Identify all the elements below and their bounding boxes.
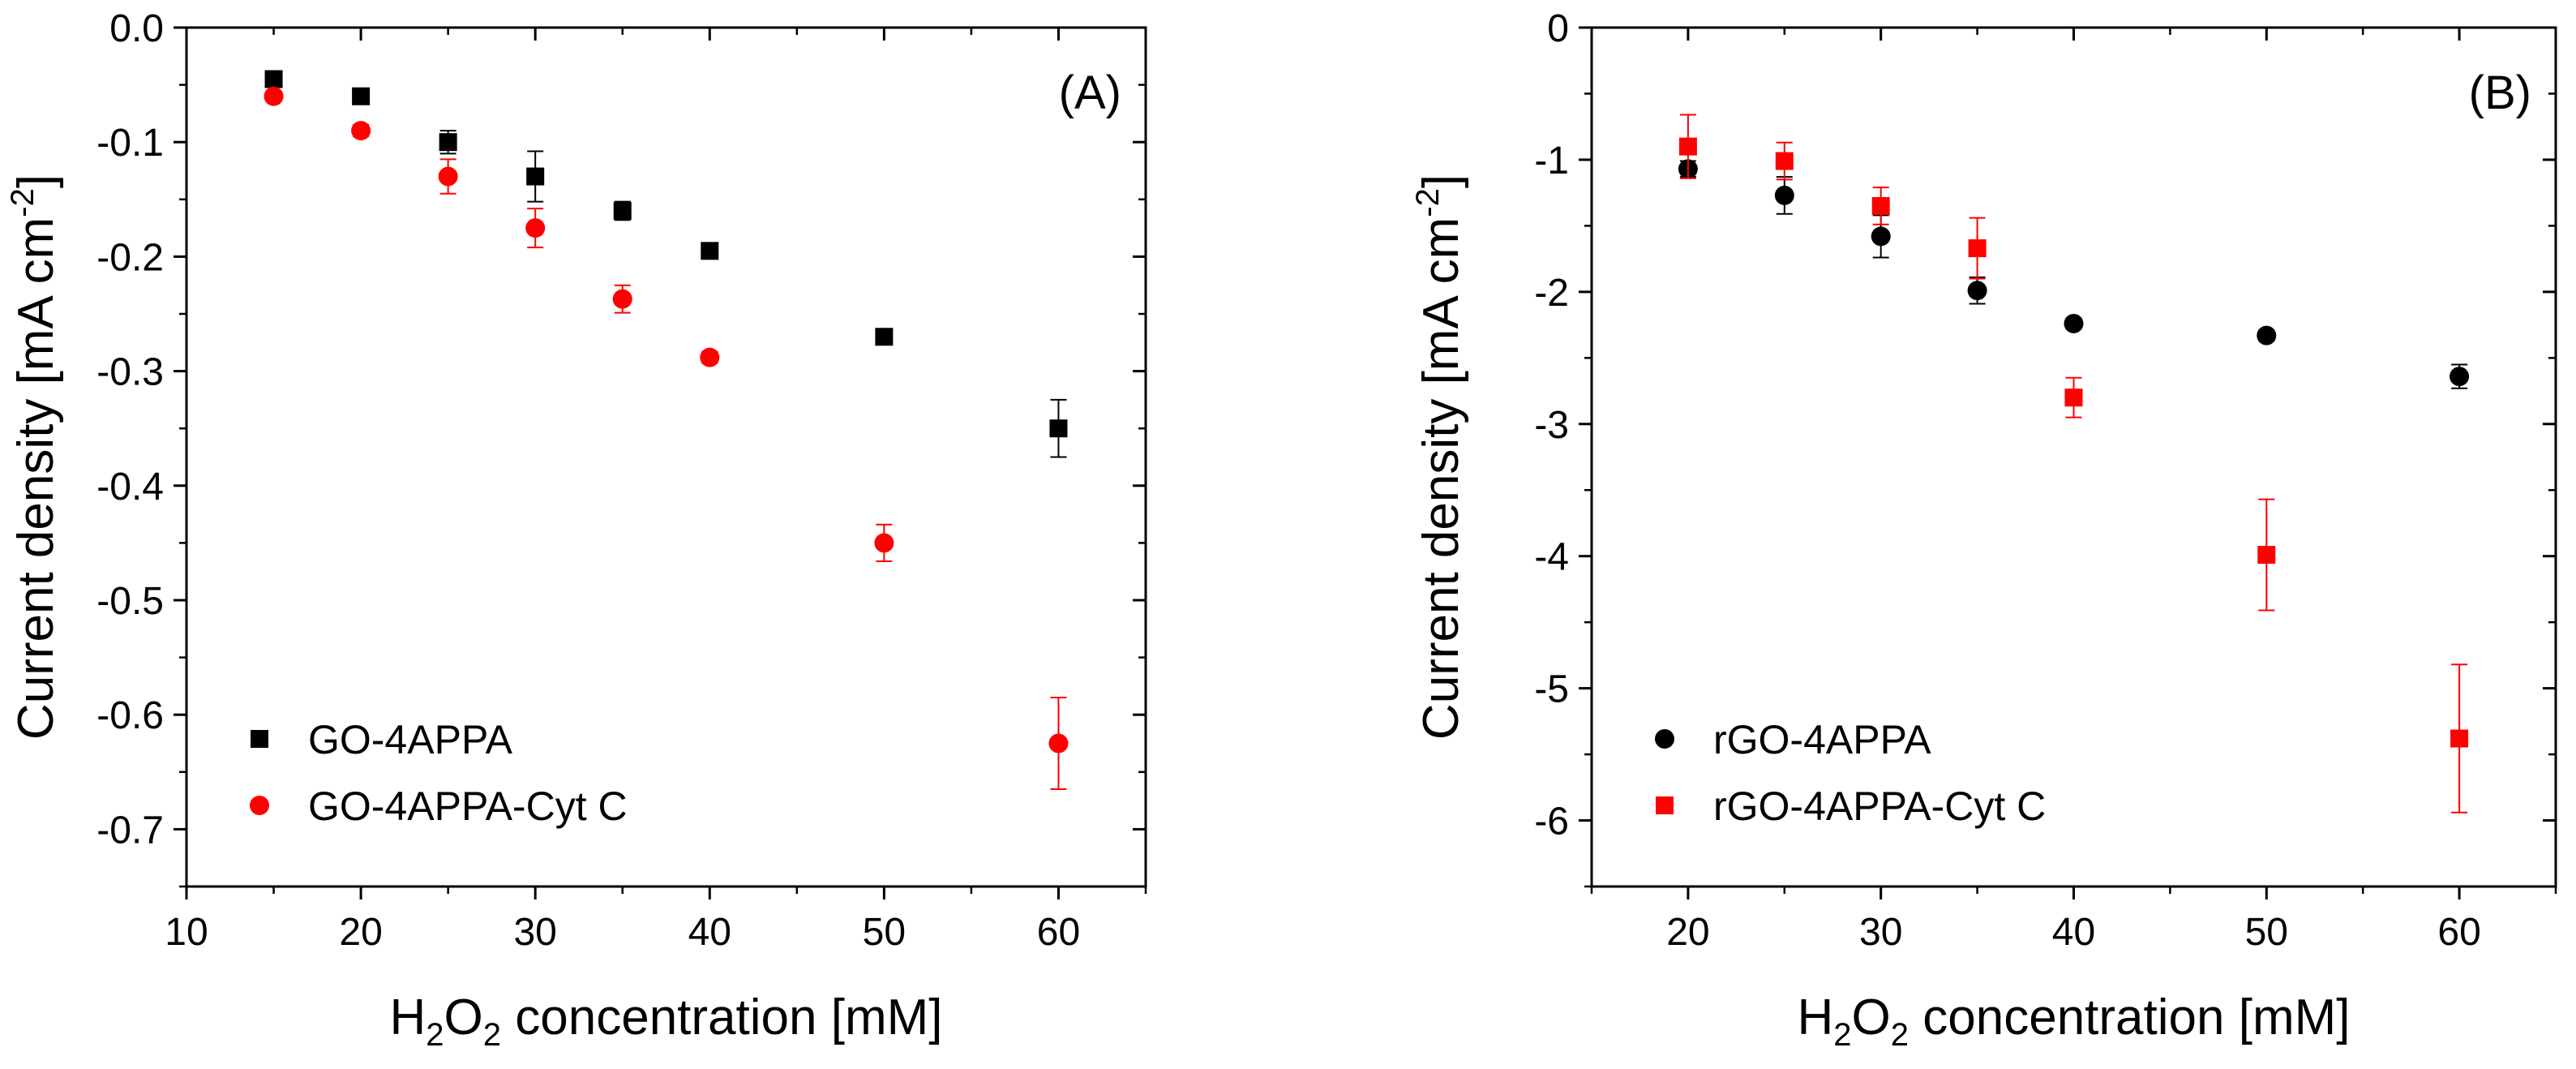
- data-point-series-1: [613, 201, 632, 220]
- panel-a-x-axis-title: H2O2 concentration [mM]: [390, 990, 943, 1053]
- data-point-series-1: [875, 328, 894, 346]
- y-tick-label: -6: [1534, 801, 1569, 844]
- x-tick-label: 50: [863, 911, 906, 954]
- panel-a-label: (A): [1059, 67, 1121, 119]
- data-point-series-1: [1774, 185, 1794, 205]
- panel-b-legend: rGO-4APPA rGO-4APPA-Cyt C: [1655, 717, 2046, 829]
- y-tick-label: -3: [1534, 404, 1569, 447]
- data-point-series-2: [700, 347, 720, 367]
- x-tick-label: 60: [1037, 911, 1080, 954]
- y-tick-label: -0.5: [96, 580, 164, 623]
- data-point-series-2: [438, 166, 458, 187]
- panel-b-axes-ticks: 20 30 40 50 60 0 -1 -2 -3 -4 -5 -6: [1534, 7, 2557, 954]
- data-point-series-2: [1048, 733, 1069, 753]
- data-point-series-1: [701, 242, 719, 260]
- data-point-series-2: [2450, 729, 2469, 748]
- data-point-series-1: [264, 70, 283, 88]
- legend-marker-1: [1655, 729, 1674, 749]
- y-tick-label: -5: [1534, 668, 1569, 711]
- y-tick-label: -1: [1534, 140, 1569, 182]
- y-tick-label: 0: [1547, 7, 1569, 50]
- x-tick-label: 30: [1859, 911, 1902, 954]
- y-tick-label: -0.6: [96, 694, 164, 737]
- legend-marker-2: [1656, 796, 1674, 814]
- data-point-series-1: [1049, 419, 1068, 438]
- data-point-series-2: [1678, 137, 1697, 156]
- panel-a-legend: GO-4APPA GO-4APPA-Cyt C: [250, 717, 628, 829]
- legend-marker-2: [250, 796, 269, 815]
- data-point-series-2: [264, 86, 284, 106]
- panel-a-axes-ticks: 10 20 30 40 50 60 0.0 -0.1 -0.2 -0.3 -0.4 -0.5 -0.6 -…: [96, 7, 1147, 954]
- data-point-series-2: [351, 121, 371, 141]
- panel-a-y-axis-title: Current density [mA cm-2]: [5, 174, 64, 740]
- data-point-series-2: [1775, 152, 1794, 170]
- x-tick-label: 60: [2437, 911, 2480, 954]
- panel-b-y-axis-title: Current density [mA cm-2]: [1410, 174, 1469, 740]
- panel-b-chart: 20 30 40 50 60 0 -1 -2 -3 -4 -5 -6 (B) H2O2 concent…: [1410, 7, 2557, 1053]
- data-point-series-2: [874, 533, 894, 553]
- x-tick-label: 50: [2245, 911, 2288, 954]
- legend-label-1: rGO-4APPA: [1713, 717, 1931, 762]
- y-tick-label: -0.4: [96, 466, 164, 509]
- data-point-series-2: [2064, 389, 2083, 407]
- data-point-series-2: [525, 218, 546, 238]
- data-point-series-2: [1871, 196, 1890, 215]
- x-tick-label: 20: [339, 911, 382, 954]
- legend-label-1: GO-4APPA: [308, 717, 513, 762]
- x-tick-label: 20: [1666, 911, 1709, 954]
- data-point-series-2: [612, 289, 632, 309]
- panel-b-x-axis-title: H2O2 concentration [mM]: [1798, 990, 2351, 1053]
- panel-b-plot-frame: [1590, 26, 2557, 888]
- y-tick-label: -0.2: [96, 236, 164, 279]
- panel-a-plot-frame: [185, 26, 1147, 888]
- data-point-series-1: [439, 133, 457, 152]
- y-tick-label: -0.1: [96, 122, 164, 165]
- x-tick-label: 10: [165, 911, 208, 954]
- panel-b-data-marks: [1678, 114, 2470, 814]
- data-point-series-1: [352, 87, 371, 105]
- legend-label-2: rGO-4APPA-Cyt C: [1713, 784, 2046, 829]
- x-tick-label: 40: [2052, 911, 2095, 954]
- x-tick-label: 30: [513, 911, 556, 954]
- data-point-series-1: [1967, 281, 1987, 301]
- x-tick-label: 40: [688, 911, 731, 954]
- y-tick-label: -2: [1534, 272, 1569, 315]
- data-point-series-1: [1871, 226, 1891, 247]
- data-point-series-1: [2450, 367, 2470, 387]
- y-tick-label: -0.7: [96, 809, 164, 852]
- y-tick-label: -0.3: [96, 351, 164, 394]
- legend-marker-1: [251, 730, 268, 748]
- panel-a-chart: 10 20 30 40 50 60 0.0 -0.1 -0.2 -0.3 -0.4 -0.5 -0.6 -…: [5, 7, 1147, 1053]
- data-point-series-2: [1968, 239, 1987, 258]
- data-point-series-1: [2257, 325, 2277, 346]
- data-point-series-2: [2257, 546, 2276, 565]
- y-tick-label: -4: [1534, 536, 1569, 579]
- data-point-series-1: [2064, 313, 2084, 333]
- legend-label-2: GO-4APPA-Cyt C: [308, 784, 628, 829]
- panel-b-label: (B): [2469, 67, 2531, 119]
- y-tick-label: 0.0: [109, 7, 164, 50]
- panel-a-data-marks: [264, 70, 1069, 790]
- data-point-series-1: [526, 167, 545, 186]
